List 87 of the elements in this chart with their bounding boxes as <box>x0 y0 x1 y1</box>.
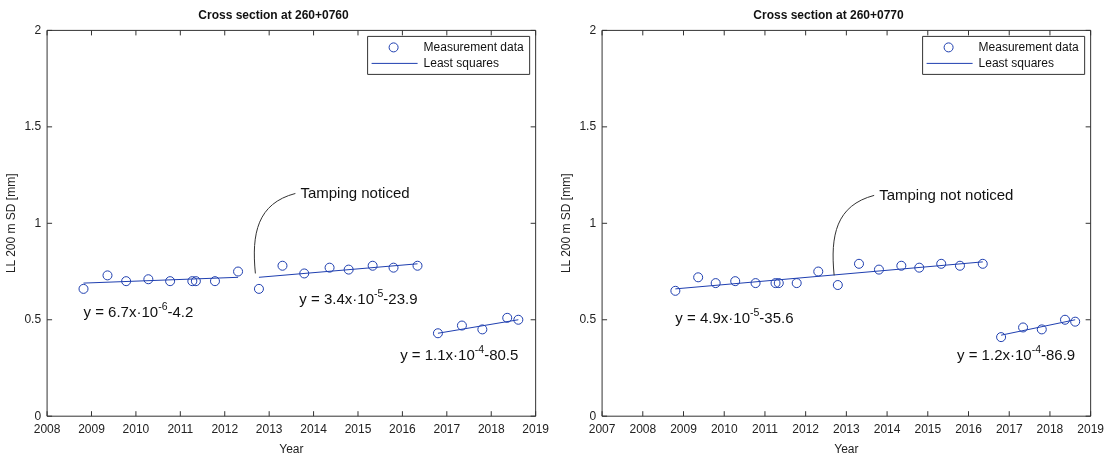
x-tick-label: 2012 <box>792 421 820 436</box>
y-tick-label: 0.5 <box>24 312 42 327</box>
y-axis-title: LL 200 m SD [mm] <box>3 173 18 274</box>
point <box>813 266 824 277</box>
chart-title: Cross section at 260+0760 <box>198 7 350 22</box>
x-tick-label: 2015 <box>914 421 942 436</box>
x-tick-label: 2009 <box>670 421 698 436</box>
point <box>936 258 947 269</box>
point <box>693 272 704 283</box>
point <box>388 262 399 273</box>
point <box>102 270 113 281</box>
y-tick-label: 0.5 <box>579 312 597 327</box>
legend-label: Measurement data <box>978 39 1079 54</box>
point <box>277 260 288 271</box>
y-tick-label: 1.5 <box>579 119 597 134</box>
x-tick-label: 2013 <box>833 421 861 436</box>
x-tick-label: 2015 <box>344 421 372 436</box>
point <box>1060 314 1070 325</box>
x-tick-label: 2019 <box>522 421 550 436</box>
x-axis-title: Year <box>279 442 304 457</box>
x-tick-label: 2010 <box>710 421 738 436</box>
y-tick-label: 2 <box>589 22 597 37</box>
point <box>954 260 965 271</box>
point <box>299 268 310 279</box>
point <box>209 276 220 287</box>
point <box>710 278 721 289</box>
legend-label: Least squares <box>423 55 499 70</box>
point <box>977 258 988 269</box>
point <box>456 320 467 331</box>
point <box>896 260 907 271</box>
point <box>730 276 741 287</box>
x-tick-label: 2016 <box>389 421 417 436</box>
x-tick-label: 2016 <box>955 421 983 436</box>
point <box>1018 322 1029 333</box>
x-tick-label: 2012 <box>211 421 239 436</box>
y-tick-label: 1 <box>589 215 597 230</box>
x-axis-title: Year <box>834 442 859 457</box>
point <box>324 262 335 273</box>
point <box>412 260 423 271</box>
point <box>750 278 761 289</box>
x-tick-label: 2017 <box>995 421 1023 436</box>
point <box>253 283 264 294</box>
x-tick-label: 2008 <box>629 421 657 436</box>
point <box>1036 324 1047 335</box>
x-tick-label: 2010 <box>122 421 150 436</box>
x-tick-label: 2014 <box>300 421 328 436</box>
point <box>502 312 513 323</box>
point <box>367 260 378 271</box>
point <box>78 283 89 294</box>
annotation: Tamping not noticed <box>879 185 1014 203</box>
x-tick-label: 2009 <box>78 421 106 436</box>
x-tick-label: 2019 <box>1077 421 1105 436</box>
x-tick-label: 2014 <box>873 421 901 436</box>
point <box>853 258 864 269</box>
y-tick-label: 1 <box>34 215 42 230</box>
legend-label: Least squares <box>978 55 1054 70</box>
point <box>791 278 802 289</box>
x-tick-label: 2018 <box>477 421 505 436</box>
chart-title: Cross section at 260+0770 <box>753 7 905 22</box>
legend-label: Measurement data <box>423 39 524 54</box>
y-tick-label: 2 <box>34 22 42 37</box>
x-tick-label: 2018 <box>1036 421 1064 436</box>
x-tick-label: 2007 <box>588 421 616 436</box>
point <box>165 276 176 287</box>
x-tick-label: 2017 <box>433 421 461 436</box>
x-tick-label: 2008 <box>33 421 61 436</box>
point <box>670 285 681 296</box>
point <box>513 314 524 325</box>
y-tick-label: 1.5 <box>24 119 42 134</box>
point <box>143 274 154 285</box>
x-tick-label: 2013 <box>255 421 283 436</box>
x-tick-label: 2011 <box>167 421 194 436</box>
point <box>996 332 1007 343</box>
y-tick-label: 0 <box>34 408 42 423</box>
y-tick-label: 0 <box>589 408 597 423</box>
point <box>477 324 488 335</box>
point <box>432 328 443 339</box>
point <box>832 280 843 291</box>
point <box>233 266 244 277</box>
point <box>343 264 354 275</box>
point <box>914 262 925 273</box>
x-tick-label: 2011 <box>752 421 779 436</box>
annotation: Tamping noticed <box>300 183 410 201</box>
point <box>121 276 132 287</box>
point <box>873 264 884 275</box>
point <box>1070 316 1081 327</box>
y-axis-title: LL 200 m SD [mm] <box>558 173 573 274</box>
